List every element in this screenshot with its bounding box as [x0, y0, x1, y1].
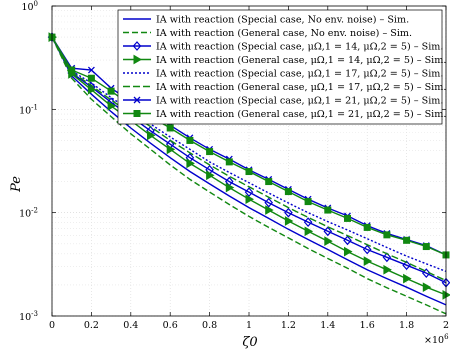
data-point — [244, 187, 254, 198]
data-point — [186, 136, 194, 144]
y-tick-label: 10-2 — [19, 207, 38, 220]
data-point — [225, 158, 233, 166]
data-point — [265, 178, 273, 186]
legend-label: IA with reaction (General case, μΩ,1 = 1… — [156, 55, 446, 66]
legend-label: IA with reaction (General case, No env. … — [156, 28, 412, 39]
x-tick-label: 1.2 — [281, 320, 296, 331]
data-point — [403, 273, 412, 284]
data-point — [264, 197, 273, 208]
data-point — [323, 226, 333, 237]
x-multiplier-label: ×106 — [424, 333, 449, 346]
data-point — [344, 214, 351, 222]
data-point — [166, 144, 176, 155]
legend-marker — [133, 110, 141, 117]
data-point — [383, 231, 391, 239]
legend-marker — [133, 54, 143, 65]
data-point — [344, 246, 353, 257]
data-point — [382, 252, 392, 263]
data-point — [107, 101, 117, 111]
x-tick-label: 0 — [49, 320, 55, 331]
data-point — [363, 256, 373, 266]
data-point — [284, 207, 293, 218]
data-point — [402, 260, 411, 271]
legend-label: IA with reaction (Special case, μΩ,1 = 2… — [156, 96, 443, 107]
ticks: 0 0.2 0.4 0.6 0.8 1 1.2 1.4 1.6 1.8 2 100 10-1 10-2 10… — [19, 0, 449, 331]
legend-entry: IA with reaction (Special case, μΩ,1 = 1… — [123, 41, 443, 53]
data-point — [87, 66, 95, 74]
data-point — [68, 66, 76, 74]
data-point — [206, 148, 214, 156]
data-point — [265, 205, 274, 215]
legend-box — [117, 9, 443, 125]
legend-marker — [132, 41, 142, 51]
data-point — [87, 84, 97, 95]
data-point — [442, 290, 450, 300]
x-tick-label: 0.4 — [123, 320, 138, 331]
x-tick-label: 1.6 — [360, 320, 375, 331]
data-point — [324, 206, 332, 214]
legend-entry: IA with reaction (General case, No env. … — [123, 28, 412, 39]
series-5 — [51, 36, 447, 273]
legend-entry: IA with reaction (Special case, μΩ,1 = 2… — [123, 96, 443, 107]
x-tick-label: 1.8 — [399, 320, 414, 331]
data-point — [403, 236, 411, 244]
legend-label: IA with reaction (General case, μΩ,1 = 2… — [156, 109, 446, 120]
x-tick-label: 0.6 — [163, 320, 178, 331]
legend-marker — [133, 96, 141, 104]
x-tick-label: 0.2 — [84, 320, 99, 331]
data-point — [363, 223, 371, 231]
y-tick-label: 10-1 — [19, 103, 38, 116]
data-point — [383, 264, 392, 275]
legend-entry: IA with reaction (General case, μΩ,1 = 1… — [123, 82, 446, 93]
x-axis-label: ζ0 — [242, 335, 257, 350]
y-tick-label: 100 — [21, 0, 38, 13]
legend-entry: IA with reaction (Special case, No env. … — [123, 15, 409, 26]
legend-entry: IA with reaction (Special case, μΩ,1 = 1… — [123, 69, 443, 80]
data-point — [304, 226, 314, 237]
data-point — [284, 188, 292, 196]
legend: IA with reaction (Special case, No env. … — [117, 9, 446, 125]
y-axis-label: Pe — [9, 176, 24, 193]
legend-label: IA with reaction (Special case, μΩ,1 = 1… — [156, 42, 443, 53]
data-point — [343, 235, 352, 246]
data-point — [284, 216, 294, 226]
data-point — [245, 168, 253, 176]
data-point — [422, 282, 432, 293]
data-point — [225, 182, 235, 193]
data-point — [186, 158, 195, 169]
data-point — [206, 170, 215, 181]
data-point — [324, 236, 333, 247]
data-point — [422, 243, 430, 251]
x-tick-label: 1 — [246, 320, 252, 331]
data-point — [87, 74, 95, 82]
x-tick-label: 0.8 — [202, 320, 217, 331]
data-point — [304, 198, 312, 206]
x-tick-label: 1.4 — [320, 320, 335, 331]
y-tick-label: 10-3 — [19, 310, 38, 323]
data-point — [147, 130, 156, 141]
legend-entry: IA with reaction (General case, μΩ,1 = 1… — [123, 54, 446, 66]
data-point — [245, 194, 255, 205]
legend-label: IA with reaction (Special case, μΩ,1 = 1… — [156, 69, 443, 80]
data-point — [166, 124, 174, 132]
series-line — [51, 36, 447, 273]
data-point — [107, 87, 115, 95]
x-tick-label: 2 — [443, 320, 449, 331]
legend-entry: IA with reaction (General case, μΩ,1 = 2… — [123, 109, 446, 120]
legend-label: IA with reaction (General case, μΩ,1 = 1… — [156, 82, 446, 93]
legend-label: IA with reaction (Special case, No env. … — [156, 15, 409, 26]
data-point — [303, 217, 313, 228]
data-point — [362, 244, 372, 255]
